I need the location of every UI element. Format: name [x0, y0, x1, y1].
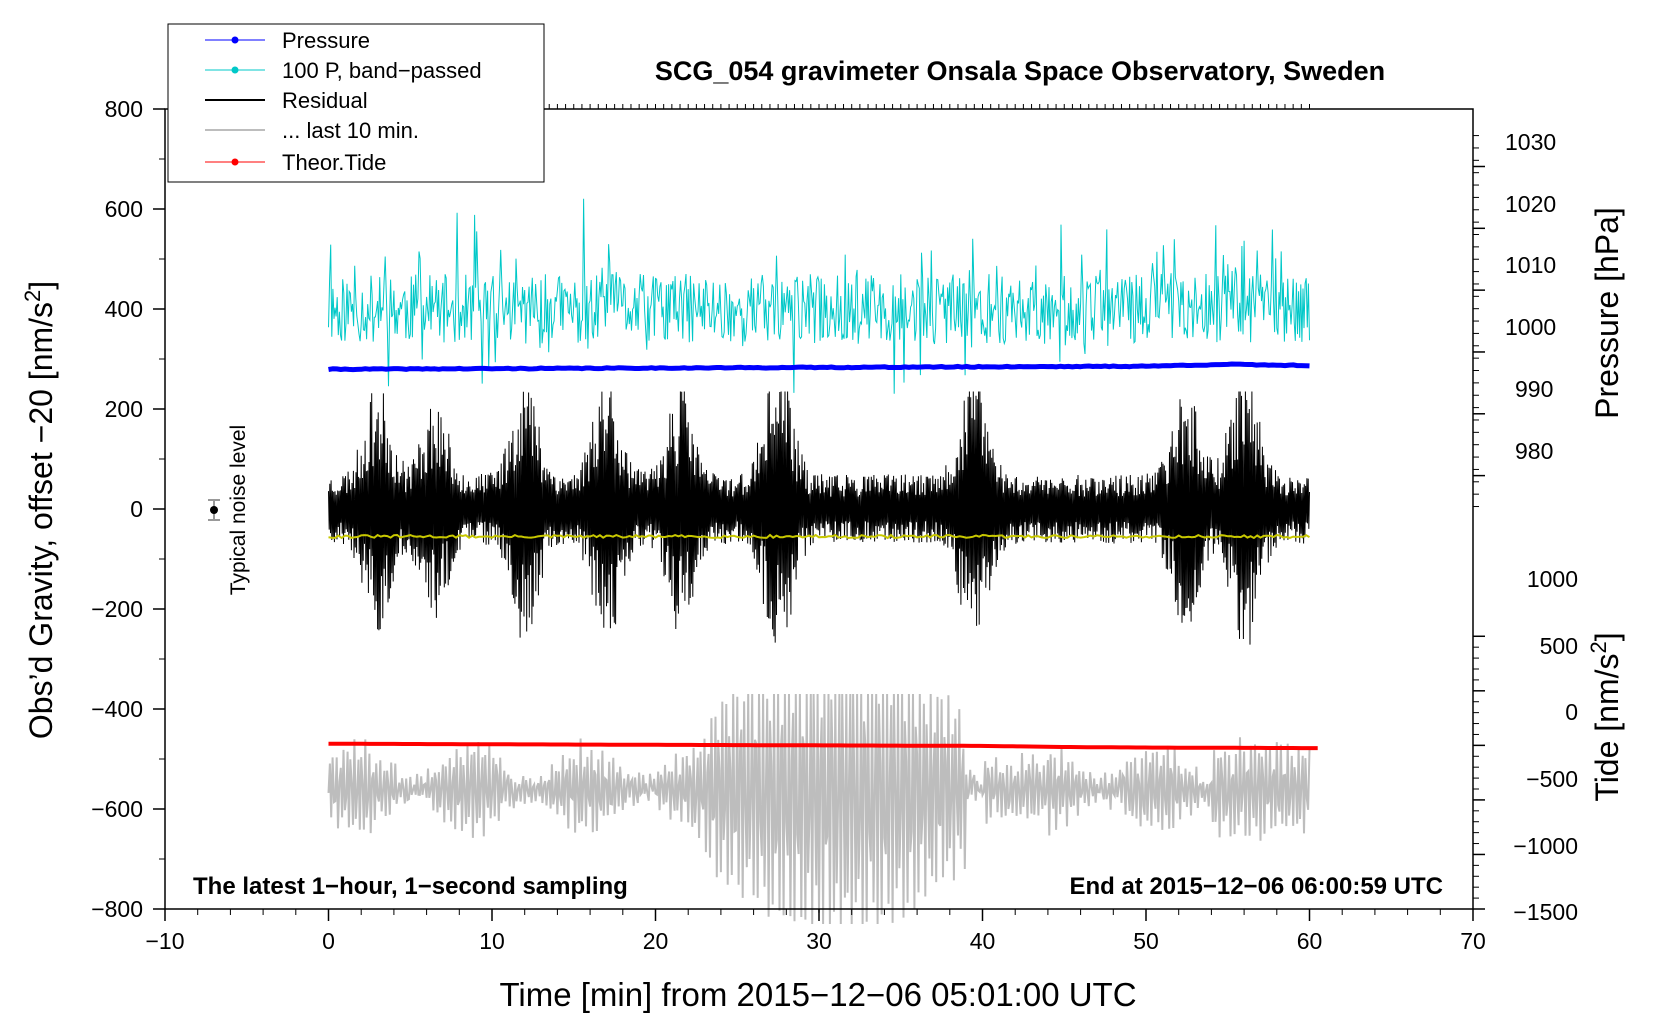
x-tick-label: 50: [1133, 928, 1159, 954]
y-tick-label: −800: [91, 896, 143, 922]
sampling-annotation: The latest 1−hour, 1−second sampling: [193, 873, 628, 900]
legend-label: 100 P, band−passed: [282, 58, 482, 83]
pressure-tick-label: 980: [1515, 438, 1553, 464]
legend-label: Residual: [282, 88, 368, 113]
series-theoretical-tide: [328, 741, 1318, 751]
chart-title: SCG_054 gravimeter Onsala Space Observat…: [655, 56, 1385, 86]
series-band-passed-pressure: [328, 198, 1310, 394]
legend-label: ... last 10 min.: [282, 118, 419, 143]
y-axis-label-left: Obs’d Gravity, offset −20 [nm/s2]: [20, 281, 59, 739]
y-tick-label: 600: [105, 196, 143, 222]
legend-item-last10: ... last 10 min.: [205, 118, 419, 143]
y-tick-label: 400: [105, 296, 143, 322]
legend-marker: [231, 158, 239, 166]
legend-label: Theor.Tide: [282, 150, 386, 175]
legend-box: [167, 23, 545, 183]
x-tick-label: 40: [970, 928, 996, 954]
noise-point: [210, 506, 218, 514]
y-tick-label: −400: [91, 696, 143, 722]
tide-tick-label: 1000: [1527, 566, 1578, 592]
y-axis-label-pressure: Pressure [hPa]: [1589, 207, 1625, 419]
y-tick-label: 0: [130, 496, 143, 522]
end-time-annotation: End at 2015−12−06 06:00:59 UTC: [1069, 873, 1443, 900]
x-tick-label: 20: [643, 928, 669, 954]
axis-ticks: [153, 104, 1485, 921]
legend-item-tide: Theor.Tide: [205, 150, 386, 175]
x-tick-label: −10: [145, 928, 184, 954]
noise-marker: [208, 499, 220, 521]
legend-item-pressure: Pressure: [205, 28, 370, 53]
tide-tick-label: −500: [1526, 766, 1578, 792]
legend-item-residual: Residual: [205, 88, 368, 113]
legend-marker: [231, 36, 239, 44]
y-tick-label: 800: [105, 96, 143, 122]
x-tick-label: 70: [1460, 928, 1486, 954]
y-axis-label-tide: Tide [nm/s2]: [1586, 632, 1625, 801]
legend-item-bandpassed: 100 P, band−passed: [205, 58, 482, 83]
legend: Pressure 100 P, band−passed Residual ...…: [167, 23, 545, 183]
pressure-tick-label: 1020: [1505, 191, 1556, 217]
data-traces: [327, 198, 1318, 925]
pressure-tick-label: 1030: [1505, 129, 1556, 155]
x-axis-label: Time [min] from 2015−12−06 05:01:00 UTC: [499, 976, 1136, 1013]
x-tick-label: 60: [1297, 928, 1323, 954]
x-tick-label: 30: [806, 928, 832, 954]
series-pressure: [328, 361, 1310, 373]
y-tick-label: 200: [105, 396, 143, 422]
y-tick-label: −600: [91, 796, 143, 822]
noise-level-label: Typical noise level: [227, 425, 250, 595]
series-residual: [328, 391, 1310, 645]
series-residual-mean: [328, 533, 1310, 540]
x-tick-label: 10: [479, 928, 505, 954]
tide-tick-label: 0: [1565, 699, 1578, 725]
y-tick-label: −200: [91, 596, 143, 622]
x-tick-label: 0: [322, 928, 335, 954]
pressure-tick-label: 1010: [1505, 252, 1556, 278]
tide-tick-label: 500: [1540, 633, 1578, 659]
legend-label: Pressure: [282, 28, 370, 53]
pressure-tick-label: 1000: [1505, 314, 1556, 340]
tide-tick-label: −1500: [1513, 899, 1578, 925]
tide-tick-label: −1000: [1513, 833, 1578, 859]
pressure-tick-label: 990: [1515, 376, 1553, 402]
legend-marker: [231, 66, 239, 74]
